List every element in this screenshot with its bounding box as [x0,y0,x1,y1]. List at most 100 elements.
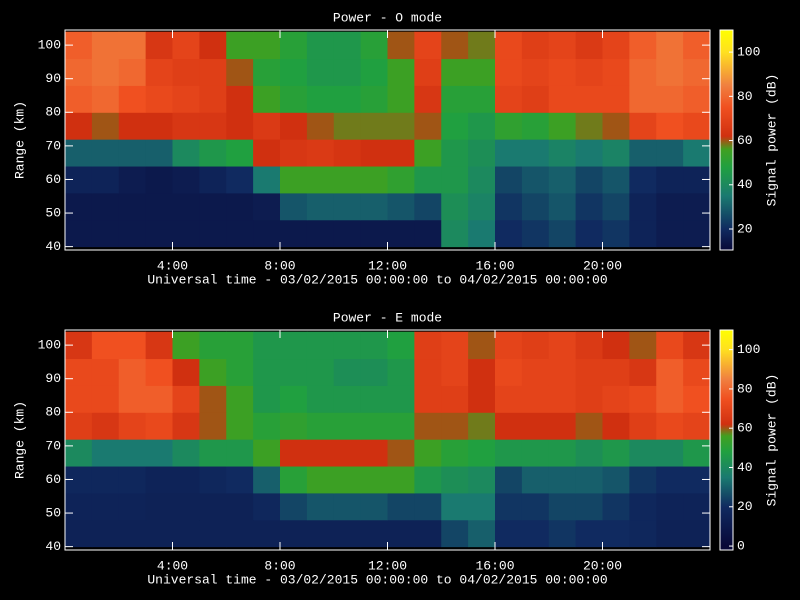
cell [549,359,576,386]
cell [334,466,361,493]
cell [253,466,280,493]
cell [576,166,603,193]
cell [388,139,415,166]
cell [414,193,441,220]
cell [146,139,173,166]
cell [226,85,253,112]
cell [146,220,173,247]
cell [173,85,200,112]
cell [361,112,388,139]
cell [361,520,388,547]
cell [522,112,549,139]
cell [119,466,146,493]
cell [334,520,361,547]
cell [441,520,468,547]
cell [468,466,495,493]
cell [253,439,280,466]
y-tick-label: 90 [45,71,61,86]
cell [226,59,253,86]
cell [603,385,630,412]
cell [441,493,468,520]
cell [199,520,226,547]
cell [173,466,200,493]
cell [226,520,253,547]
cell [199,466,226,493]
cell [549,112,576,139]
cell [334,139,361,166]
cell [495,439,522,466]
cell [65,139,92,166]
cell [522,59,549,86]
cell [65,220,92,247]
cell [361,139,388,166]
y-tick-label: 40 [45,539,61,554]
cell [683,59,710,86]
cell [414,166,441,193]
cell [388,166,415,193]
cell [629,332,656,359]
cell [468,412,495,439]
cell [307,59,334,86]
cell [549,220,576,247]
cell [334,385,361,412]
cell [629,359,656,386]
cell [226,466,253,493]
cell [173,193,200,220]
cell [173,220,200,247]
cell [468,166,495,193]
cell [280,220,307,247]
cell [388,439,415,466]
cell [361,59,388,86]
cell [576,332,603,359]
cell [92,359,119,386]
cell [656,59,683,86]
cell [307,520,334,547]
cell [683,139,710,166]
cell [146,385,173,412]
colorbar-tick-label: 60 [737,421,753,436]
cell [683,385,710,412]
cell [280,139,307,166]
cell [656,166,683,193]
cell [522,332,549,359]
chart-title: Power - O mode [333,10,442,25]
cell [65,359,92,386]
cell [334,85,361,112]
cell [603,466,630,493]
cell [92,166,119,193]
cell [307,466,334,493]
cell [199,85,226,112]
cell [253,520,280,547]
colorbar-tick-label: 20 [737,221,753,236]
cell [549,193,576,220]
cell [603,85,630,112]
cell [253,32,280,59]
cell [92,493,119,520]
cell [576,466,603,493]
cell [576,493,603,520]
cell [522,493,549,520]
cell [361,166,388,193]
cell [522,220,549,247]
cell [576,32,603,59]
y-tick-label: 80 [45,405,61,420]
cell [629,112,656,139]
cell [388,32,415,59]
cell [388,385,415,412]
cell [522,385,549,412]
cell [307,439,334,466]
cell [280,385,307,412]
cell [468,220,495,247]
cell [495,85,522,112]
cell [468,385,495,412]
x-tick-label: 20:00 [583,258,622,273]
cell [603,112,630,139]
cell [414,439,441,466]
cell [629,32,656,59]
cell [414,520,441,547]
cell [361,32,388,59]
colorbar-label: Signal power (dB) [764,374,779,507]
cell [414,85,441,112]
cell [92,32,119,59]
